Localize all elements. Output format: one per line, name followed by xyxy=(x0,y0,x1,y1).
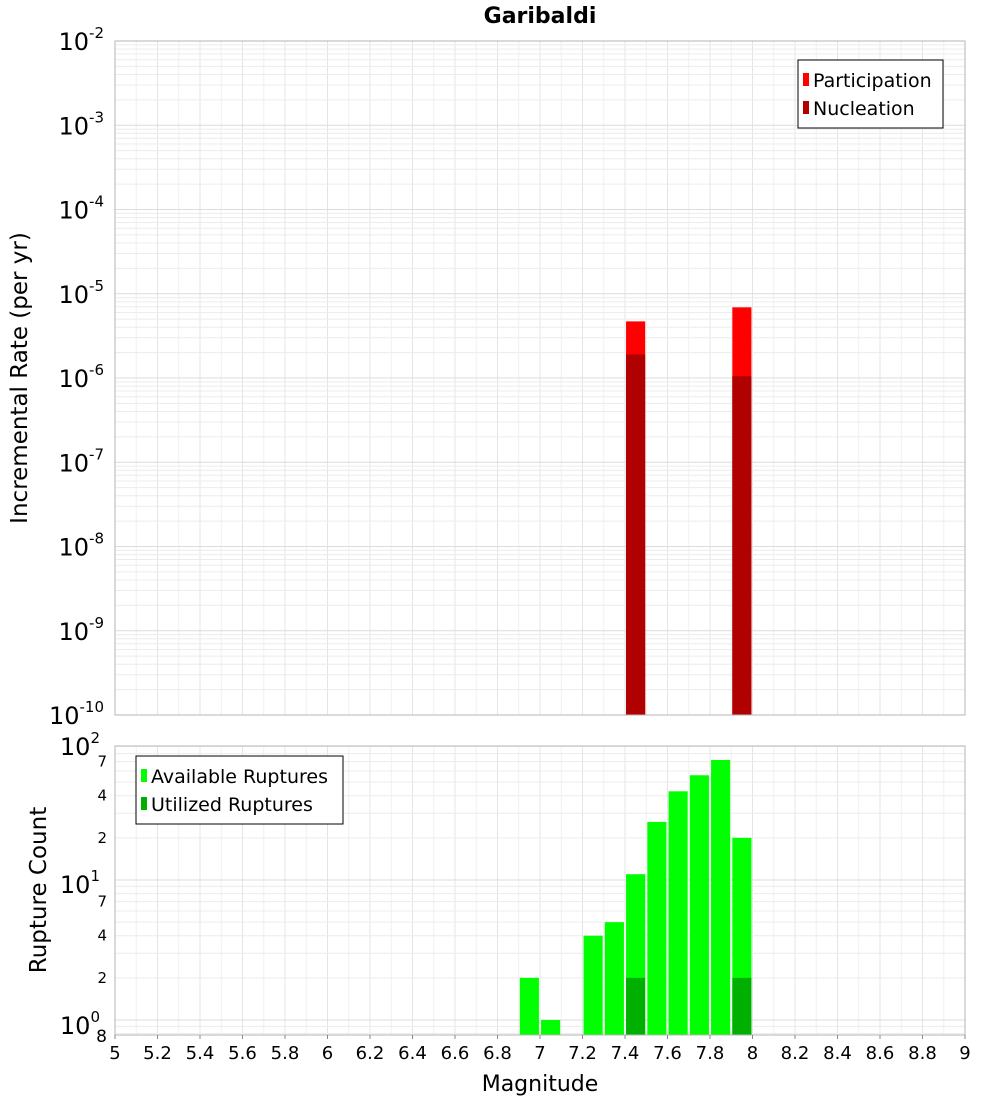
x-tick-label: 8.4 xyxy=(823,1043,852,1064)
legend-swatch xyxy=(141,797,147,810)
rate-legend: Participation Nucleation xyxy=(797,59,944,129)
x-tick-label: 5.4 xyxy=(186,1043,215,1064)
count-bar-utilized-ruptures xyxy=(732,977,752,1035)
x-tick-label: 7 xyxy=(534,1043,545,1064)
count-y-ticks: 100 101 102 8 2 4 7 2 4 7 xyxy=(60,729,107,1047)
count-bar-available-ruptures xyxy=(541,1020,561,1035)
legend-entry: Utilized Ruptures xyxy=(151,794,313,816)
x-tick-label: 7.4 xyxy=(611,1043,640,1064)
x-tick-label: 5.2 xyxy=(143,1043,172,1064)
rate-bar-nucleation xyxy=(626,354,646,715)
x-tick-label: 5 xyxy=(109,1043,120,1064)
y-tick-label: 100 xyxy=(60,1008,100,1040)
y-tick-label: 10-9 xyxy=(58,614,104,646)
count-bar-available-ruptures xyxy=(689,775,709,1035)
rate-plot-border xyxy=(114,40,966,716)
x-tick-label: 6.4 xyxy=(398,1043,427,1064)
rate-y-axis-label: Incremental Rate (per yr) xyxy=(7,232,33,524)
y-tick-label: 10-3 xyxy=(58,108,104,140)
count-bars xyxy=(519,759,752,1035)
y-minor-tick-label: 2 xyxy=(97,829,107,847)
legend-swatch xyxy=(803,73,809,86)
legend-entry: Nucleation xyxy=(813,98,915,120)
legend-box xyxy=(797,59,944,129)
rate-bar-nucleation xyxy=(732,376,752,715)
y-minor-tick-label: 8 xyxy=(96,1027,107,1047)
x-tick-label: 8.6 xyxy=(866,1043,895,1064)
legend-entry: Participation xyxy=(813,70,932,92)
x-tick-label: 8 xyxy=(747,1043,758,1064)
x-tick-label: 6.6 xyxy=(441,1043,470,1064)
rate-plot: 10-10 10-9 10-8 10-7 10-6 10-5 10-4 10-3 10-2 In… xyxy=(7,24,966,730)
count-bar-available-ruptures xyxy=(519,977,539,1035)
legend-swatch xyxy=(141,769,147,782)
x-tick-label: 5.8 xyxy=(271,1043,300,1064)
x-tick-label: 6 xyxy=(322,1043,333,1064)
count-bar-available-ruptures xyxy=(604,922,624,1035)
y-tick-label: 10-10 xyxy=(49,698,104,730)
x-tick-label: 7.6 xyxy=(653,1043,682,1064)
y-tick-label: 102 xyxy=(60,729,100,761)
x-tick-label: 8.8 xyxy=(908,1043,937,1064)
y-tick-label: 10-6 xyxy=(58,361,104,393)
count-bar-available-ruptures xyxy=(711,759,731,1035)
legend-swatch xyxy=(803,101,809,114)
y-tick-label: 10-7 xyxy=(58,445,104,477)
x-tick-label: 9 xyxy=(959,1043,970,1064)
x-tick-label: 6.2 xyxy=(356,1043,385,1064)
y-tick-label: 101 xyxy=(60,867,100,899)
count-bar-available-ruptures xyxy=(647,821,667,1035)
rate-y-ticks: 10-10 10-9 10-8 10-7 10-6 10-5 10-4 10-3 10-2 xyxy=(49,24,104,730)
count-bar-available-ruptures xyxy=(583,935,603,1035)
y-minor-tick-label: 2 xyxy=(97,969,107,987)
x-axis-label: Magnitude xyxy=(482,1072,599,1097)
count-plot: 100 101 102 8 2 4 7 2 4 7 5 5.2 5.4 5.6 5.8 6 6.2 6.4 6.6… xyxy=(26,729,971,1097)
y-minor-tick-label: 4 xyxy=(97,787,107,805)
x-tick-label: 5.6 xyxy=(228,1043,257,1064)
count-bar-available-ruptures xyxy=(668,791,688,1035)
y-tick-label: 10-2 xyxy=(58,24,104,56)
x-tick-label: 7.2 xyxy=(568,1043,597,1064)
x-tick-label: 6.8 xyxy=(483,1043,512,1064)
rate-grid xyxy=(114,41,966,716)
x-tick-label: 7.8 xyxy=(696,1043,725,1064)
x-tick-label: 8.2 xyxy=(781,1043,810,1064)
y-tick-label: 10-5 xyxy=(58,277,104,309)
y-tick-label: 10-4 xyxy=(58,193,104,225)
legend-box xyxy=(135,755,344,825)
y-tick-label: 10-8 xyxy=(58,530,104,562)
count-y-axis-label: Rupture Count xyxy=(26,807,52,973)
y-minor-tick-label: 4 xyxy=(97,927,107,945)
x-ticks: 5 5.2 5.4 5.6 5.8 6 6.2 6.4 6.6 6.8 7 7.2 7.4 7.6 7.8 8… xyxy=(109,1035,971,1064)
chart-title: Garibaldi xyxy=(484,4,597,29)
y-minor-tick-label: 7 xyxy=(97,753,107,771)
rate-bars xyxy=(626,307,752,715)
count-legend: Available Ruptures Utilized Ruptures xyxy=(135,755,344,825)
legend-entry: Available Ruptures xyxy=(151,766,328,788)
count-bar-utilized-ruptures xyxy=(626,977,646,1035)
y-minor-tick-label: 7 xyxy=(97,893,107,911)
